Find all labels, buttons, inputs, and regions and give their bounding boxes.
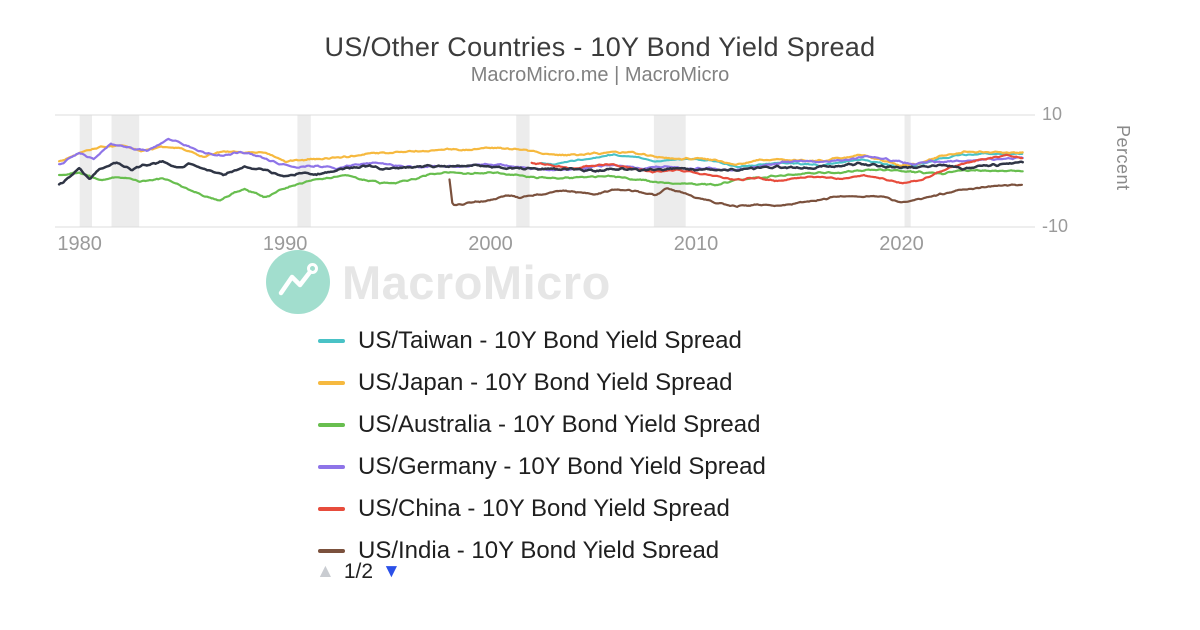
- recession-band: [111, 115, 140, 227]
- series-line: [530, 153, 1024, 185]
- y-axis-max-label: 10: [1042, 104, 1063, 124]
- plot-svg[interactable]: [0, 105, 1200, 255]
- x-axis: 1980 1990 2000 2010 2020: [0, 233, 1200, 259]
- legend-swatch: [318, 381, 345, 385]
- legend-label: US/Taiwan - 10Y Bond Yield Spread: [358, 327, 742, 354]
- chart-subtitle: MacroMicro.me | MacroMicro: [470, 64, 730, 86]
- legend-item[interactable]: US/India - 10Y Bond Yield Spread: [318, 530, 766, 558]
- legend-swatch: [318, 549, 345, 553]
- page-down-arrow[interactable]: ▼: [382, 561, 401, 582]
- x-tick-label: 2000: [468, 233, 513, 255]
- legend-label: US/Germany - 10Y Bond Yield Spread: [358, 453, 766, 480]
- legend-item[interactable]: US/Taiwan - 10Y Bond Yield Spread: [318, 320, 766, 362]
- legend-item[interactable]: US/China - 10Y Bond Yield Spread: [318, 488, 766, 530]
- legend-label: US/India - 10Y Bond Yield Spread: [358, 537, 720, 558]
- legend-label: US/Australia - 10Y Bond Yield Spread: [358, 411, 761, 438]
- watermark-text: MacroMicro: [342, 255, 611, 309]
- legend-swatch: [318, 339, 345, 343]
- series-line: [57, 159, 1024, 186]
- x-tick-label: 1990: [262, 233, 308, 255]
- x-tick-label: 1980: [57, 233, 102, 255]
- legend-swatch: [318, 507, 345, 511]
- macromicro-logo-icon: [266, 250, 330, 314]
- chart-title: US/Other Countries - 10Y Bond Yield Spre…: [324, 32, 876, 63]
- page-up-arrow[interactable]: ▲: [316, 561, 335, 582]
- legend-swatch: [318, 423, 345, 427]
- legend-item[interactable]: US/Australia - 10Y Bond Yield Spread: [318, 404, 766, 446]
- legend-pagination: ▲ 1/2 ▼: [316, 560, 401, 584]
- legend-item[interactable]: US/Germany - 10Y Bond Yield Spread: [318, 446, 766, 488]
- legend-item[interactable]: US/Japan - 10Y Bond Yield Spread: [318, 362, 766, 404]
- legend-label: US/China - 10Y Bond Yield Spread: [358, 495, 730, 522]
- watermark: MacroMicro: [266, 250, 611, 314]
- x-tick-label: 2020: [879, 233, 924, 255]
- series-line: [448, 178, 1023, 208]
- series-line: [58, 144, 1024, 167]
- y-axis-min-label: -10: [1042, 216, 1069, 236]
- x-tick-label: 2010: [673, 233, 719, 255]
- recession-band: [79, 115, 92, 227]
- recession-band: [297, 115, 311, 227]
- y-axis-title: Percent: [1113, 125, 1133, 191]
- plot-area[interactable]: [0, 105, 1200, 255]
- recession-band: [516, 115, 530, 227]
- series-line: [58, 168, 1024, 202]
- legend-label: US/Japan - 10Y Bond Yield Spread: [358, 369, 733, 396]
- legend-list: US/Taiwan - 10Y Bond Yield Spread US/Japa…: [318, 320, 766, 558]
- legend-swatch: [318, 465, 345, 469]
- page-indicator: 1/2: [343, 560, 374, 583]
